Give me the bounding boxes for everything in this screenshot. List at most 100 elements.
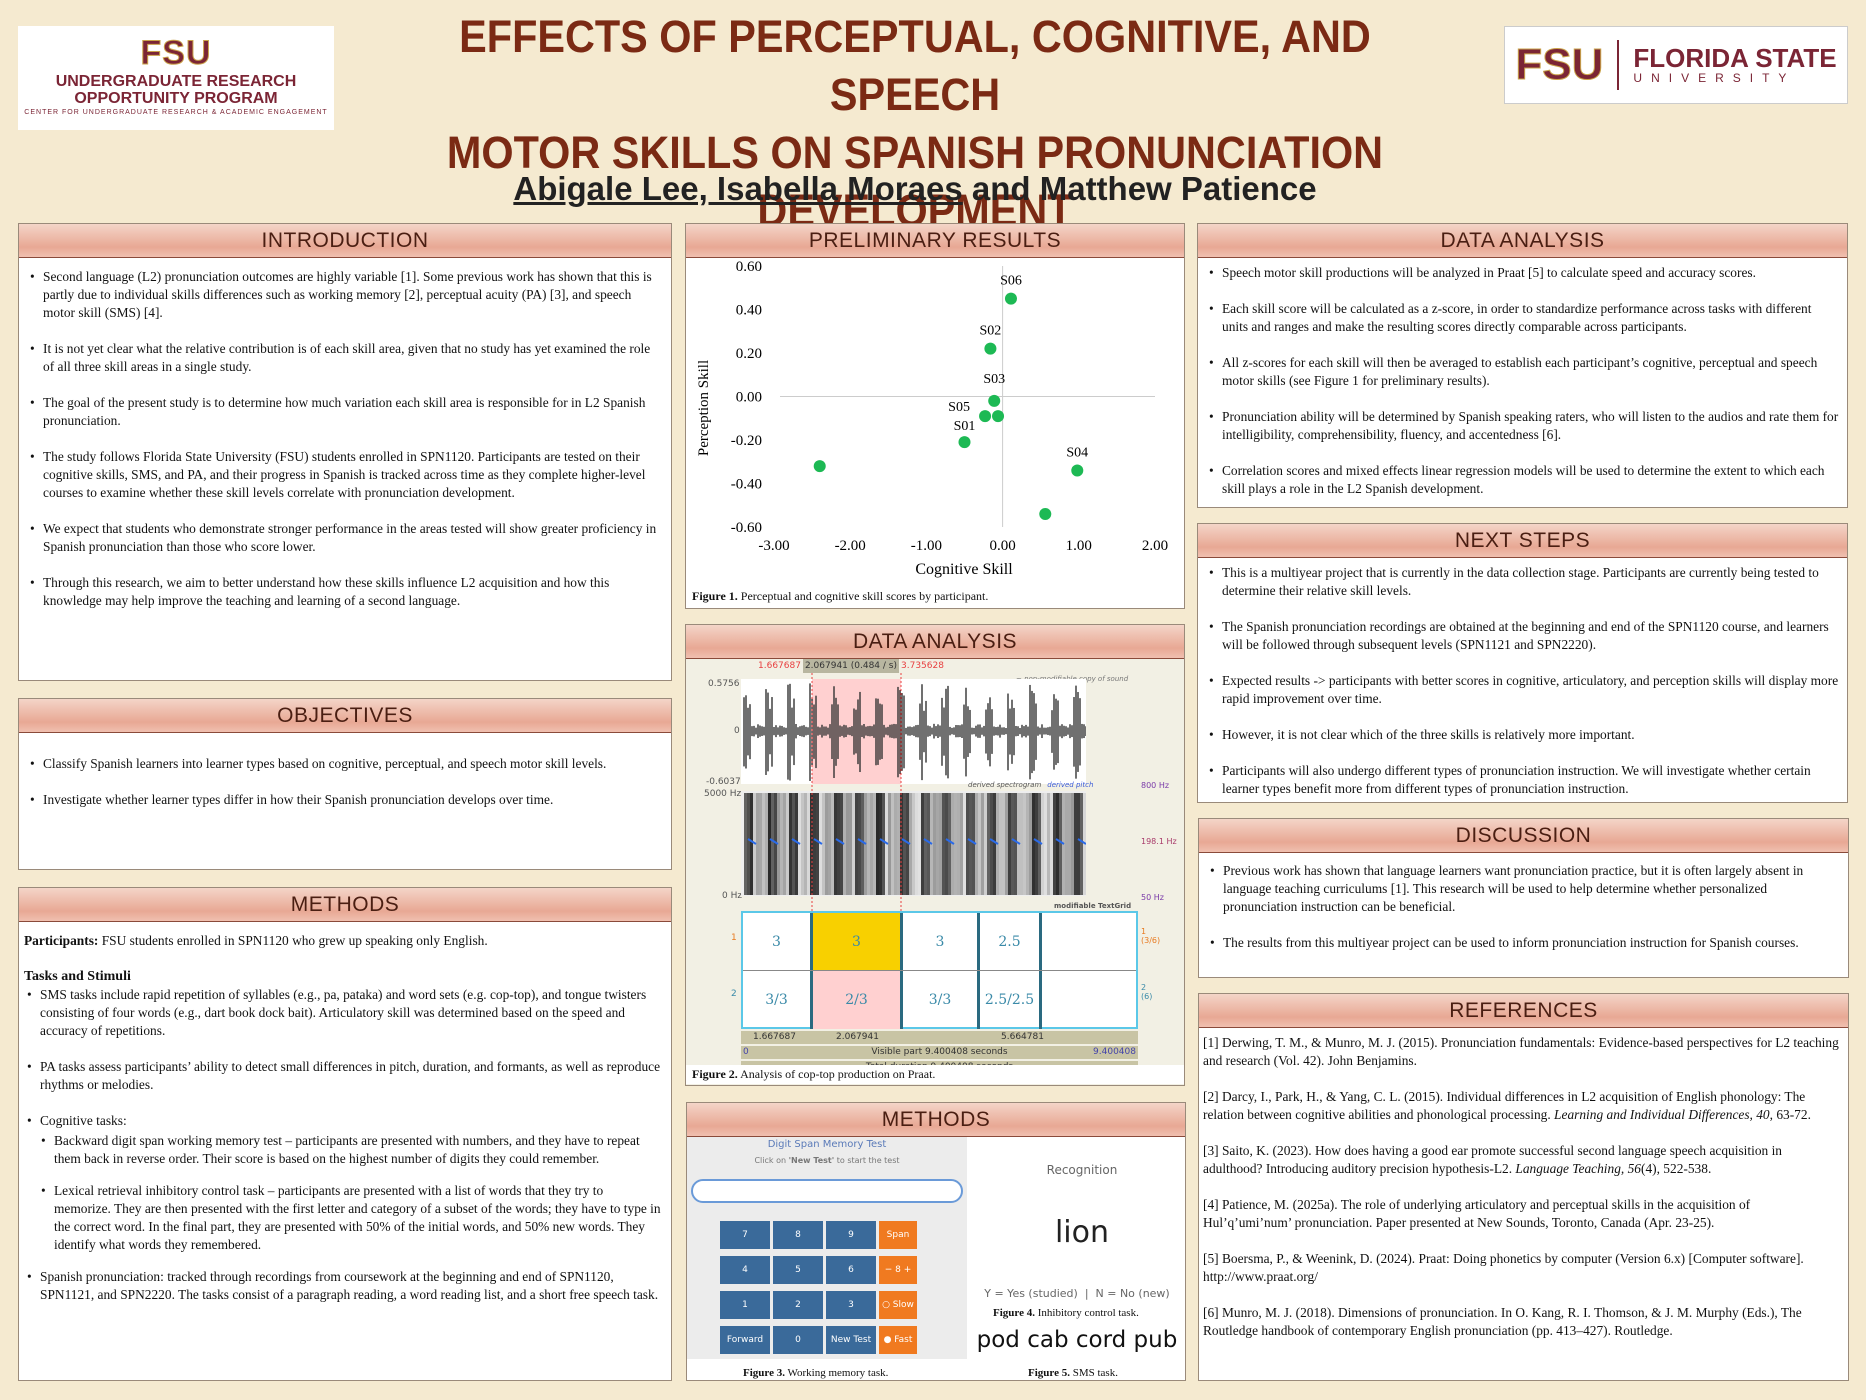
pitch-track bbox=[989, 838, 999, 845]
keypad-key[interactable]: 6 bbox=[826, 1256, 876, 1284]
list-item: Backward digit span working memory test … bbox=[38, 1132, 663, 1168]
keypad-key[interactable]: ● Fast bbox=[879, 1326, 917, 1354]
spectrogram-band bbox=[1023, 793, 1026, 895]
reference-item: [1] Derwing, T. M., & Munro, M. J. (2015… bbox=[1203, 1035, 1839, 1068]
spectrogram-band bbox=[993, 793, 996, 895]
textgrid-interval[interactable]: 2/3 bbox=[813, 971, 903, 1029]
spectrogram-legend: derived spectrogram derived pitch bbox=[968, 781, 1094, 789]
spectrogram-band bbox=[861, 793, 864, 895]
spectrogram-band bbox=[903, 793, 906, 895]
spectrogram-band bbox=[1026, 793, 1029, 895]
data-point bbox=[958, 436, 971, 449]
section-title: METHODS bbox=[687, 1103, 1185, 1137]
scatter-chart: 0.60 0.40 0.20 0.00 -0.20 -0.40 -0.60 -3.00 -2.0… bbox=[696, 259, 1168, 578]
list-item: Previous work has shown that language le… bbox=[1207, 862, 1840, 916]
keypad-key[interactable]: ○ Slow bbox=[879, 1291, 917, 1319]
textgrid-interval[interactable]: 2.5 bbox=[980, 913, 1042, 970]
y-tick-label: 0.00 bbox=[736, 390, 762, 406]
spectrogram-band bbox=[1053, 793, 1056, 895]
textgrid-interval[interactable]: 3/3 bbox=[903, 971, 980, 1029]
list-item: PA tasks assess participants’ ability to… bbox=[24, 1058, 663, 1094]
pitch-track bbox=[923, 838, 933, 845]
reference-item: [5] Boersma, P., & Weenink, D. (2024). P… bbox=[1203, 1251, 1804, 1284]
spectrogram-band bbox=[1050, 793, 1053, 895]
spectrogram-band bbox=[975, 793, 978, 895]
textgrid-interval[interactable]: 2.5/2.5 bbox=[980, 971, 1042, 1029]
spectrogram-band bbox=[1056, 793, 1059, 895]
list-item: Investigate whether learner types differ… bbox=[27, 791, 663, 809]
spectrogram-band bbox=[795, 793, 798, 895]
spectrogram-band bbox=[1038, 793, 1041, 895]
keypad-key[interactable]: 8 bbox=[773, 1221, 823, 1249]
data-analysis-figure-section: DATA ANALYSIS 1.667687 2.067941 (0.484 /… bbox=[685, 624, 1185, 1086]
x-tick-label: 2.00 bbox=[1142, 538, 1168, 554]
spectrogram-band bbox=[1047, 793, 1050, 895]
textgrid-interval[interactable] bbox=[1042, 971, 1140, 1029]
keypad-key[interactable]: 0 bbox=[773, 1326, 823, 1354]
keypad-key[interactable]: 9 bbox=[826, 1221, 876, 1249]
spectrogram-band bbox=[957, 793, 960, 895]
discussion-list: Previous work has shown that language le… bbox=[1199, 853, 1848, 952]
y-tick-label: -0.20 bbox=[731, 433, 762, 449]
textgrid-interval[interactable]: 3/3 bbox=[743, 971, 813, 1029]
pitch-track bbox=[1077, 838, 1086, 845]
keypad-key[interactable]: 3 bbox=[826, 1291, 876, 1319]
keypad-key[interactable]: Forward bbox=[720, 1326, 770, 1354]
spectrogram-band bbox=[747, 793, 750, 895]
keypad-key[interactable]: Span bbox=[879, 1221, 917, 1249]
spectrogram-band bbox=[990, 793, 993, 895]
visible-part-bar[interactable]: 0 Visible part 9.400408 seconds 9.400408 bbox=[741, 1046, 1138, 1059]
keypad-key[interactable]: 7 bbox=[720, 1221, 770, 1249]
section-title: DISCUSSION bbox=[1199, 819, 1848, 853]
textgrid-interval[interactable]: 3 bbox=[743, 913, 813, 970]
section-title: DATA ANALYSIS bbox=[1198, 224, 1847, 258]
spectrogram-band bbox=[984, 793, 987, 895]
data-point bbox=[992, 410, 1005, 423]
pitch-track bbox=[835, 838, 845, 845]
references-section: REFERENCES [1] Derwing, T. M., & Munro, … bbox=[1198, 993, 1849, 1381]
list-item: Cognitive tasks: bbox=[24, 1112, 663, 1130]
spectrogram-band bbox=[945, 793, 948, 895]
introduction-list: Second language (L2) pronunciation outco… bbox=[19, 258, 671, 610]
spectrogram-band bbox=[801, 793, 804, 895]
textgrid[interactable]: 3 3 3 2.5 3/3 2/3 3/3 2.5/2.5 bbox=[741, 911, 1138, 1029]
spectrogram-band bbox=[774, 793, 777, 895]
section-title: OBJECTIVES bbox=[19, 699, 671, 733]
figure-caption: Figure 2. Analysis of cop-top production… bbox=[686, 1065, 1184, 1084]
spectrogram-band bbox=[876, 793, 879, 895]
textgrid-interval[interactable] bbox=[1042, 913, 1140, 970]
textgrid-interval[interactable]: 3 bbox=[813, 913, 903, 970]
spectrogram-band bbox=[897, 793, 900, 895]
figure-caption: Figure 1. Perceptual and cognitive skill… bbox=[692, 589, 989, 603]
keypad-key[interactable]: 1 bbox=[720, 1291, 770, 1319]
list-item: Correlation scores and mixed effects lin… bbox=[1206, 462, 1839, 498]
spectrogram-band bbox=[828, 793, 831, 895]
selection-times: 1.667687 2.067941 (0.484 / s) 3.735628 bbox=[758, 659, 944, 673]
spectrogram-band bbox=[813, 793, 816, 895]
spectrogram-band bbox=[807, 793, 810, 895]
list-item: The study follows Florida State Universi… bbox=[27, 448, 663, 502]
list-item: However, it is not clear which of the th… bbox=[1206, 726, 1839, 744]
spectrogram-band bbox=[1074, 793, 1077, 895]
spectrogram-band bbox=[915, 793, 918, 895]
spectrogram-band bbox=[918, 793, 921, 895]
spectrogram-band bbox=[831, 793, 834, 895]
y-tick-label: 0.60 bbox=[736, 259, 762, 275]
pitch-track bbox=[1055, 838, 1065, 845]
keypad-key[interactable]: 2 bbox=[773, 1291, 823, 1319]
spectrogram-band bbox=[789, 793, 792, 895]
spectrogram-band bbox=[909, 793, 912, 895]
textgrid-interval[interactable]: 3 bbox=[903, 913, 980, 970]
spectrogram-band bbox=[858, 793, 861, 895]
keypad-key[interactable]: 4 bbox=[720, 1256, 770, 1284]
data-point bbox=[984, 342, 997, 355]
spectrogram-band bbox=[948, 793, 951, 895]
keypad-key[interactable]: New Test bbox=[826, 1326, 876, 1354]
y-axis-label: Perception Skill bbox=[696, 360, 712, 456]
digit-input[interactable] bbox=[691, 1179, 963, 1203]
pitch-track bbox=[945, 838, 955, 845]
list-item: Spanish pronunciation: tracked through r… bbox=[24, 1268, 663, 1304]
list-item: Lexical retrieval inhibitory control tas… bbox=[38, 1182, 663, 1254]
keypad-key[interactable]: − 8 + bbox=[879, 1256, 917, 1284]
keypad-key[interactable]: 5 bbox=[773, 1256, 823, 1284]
